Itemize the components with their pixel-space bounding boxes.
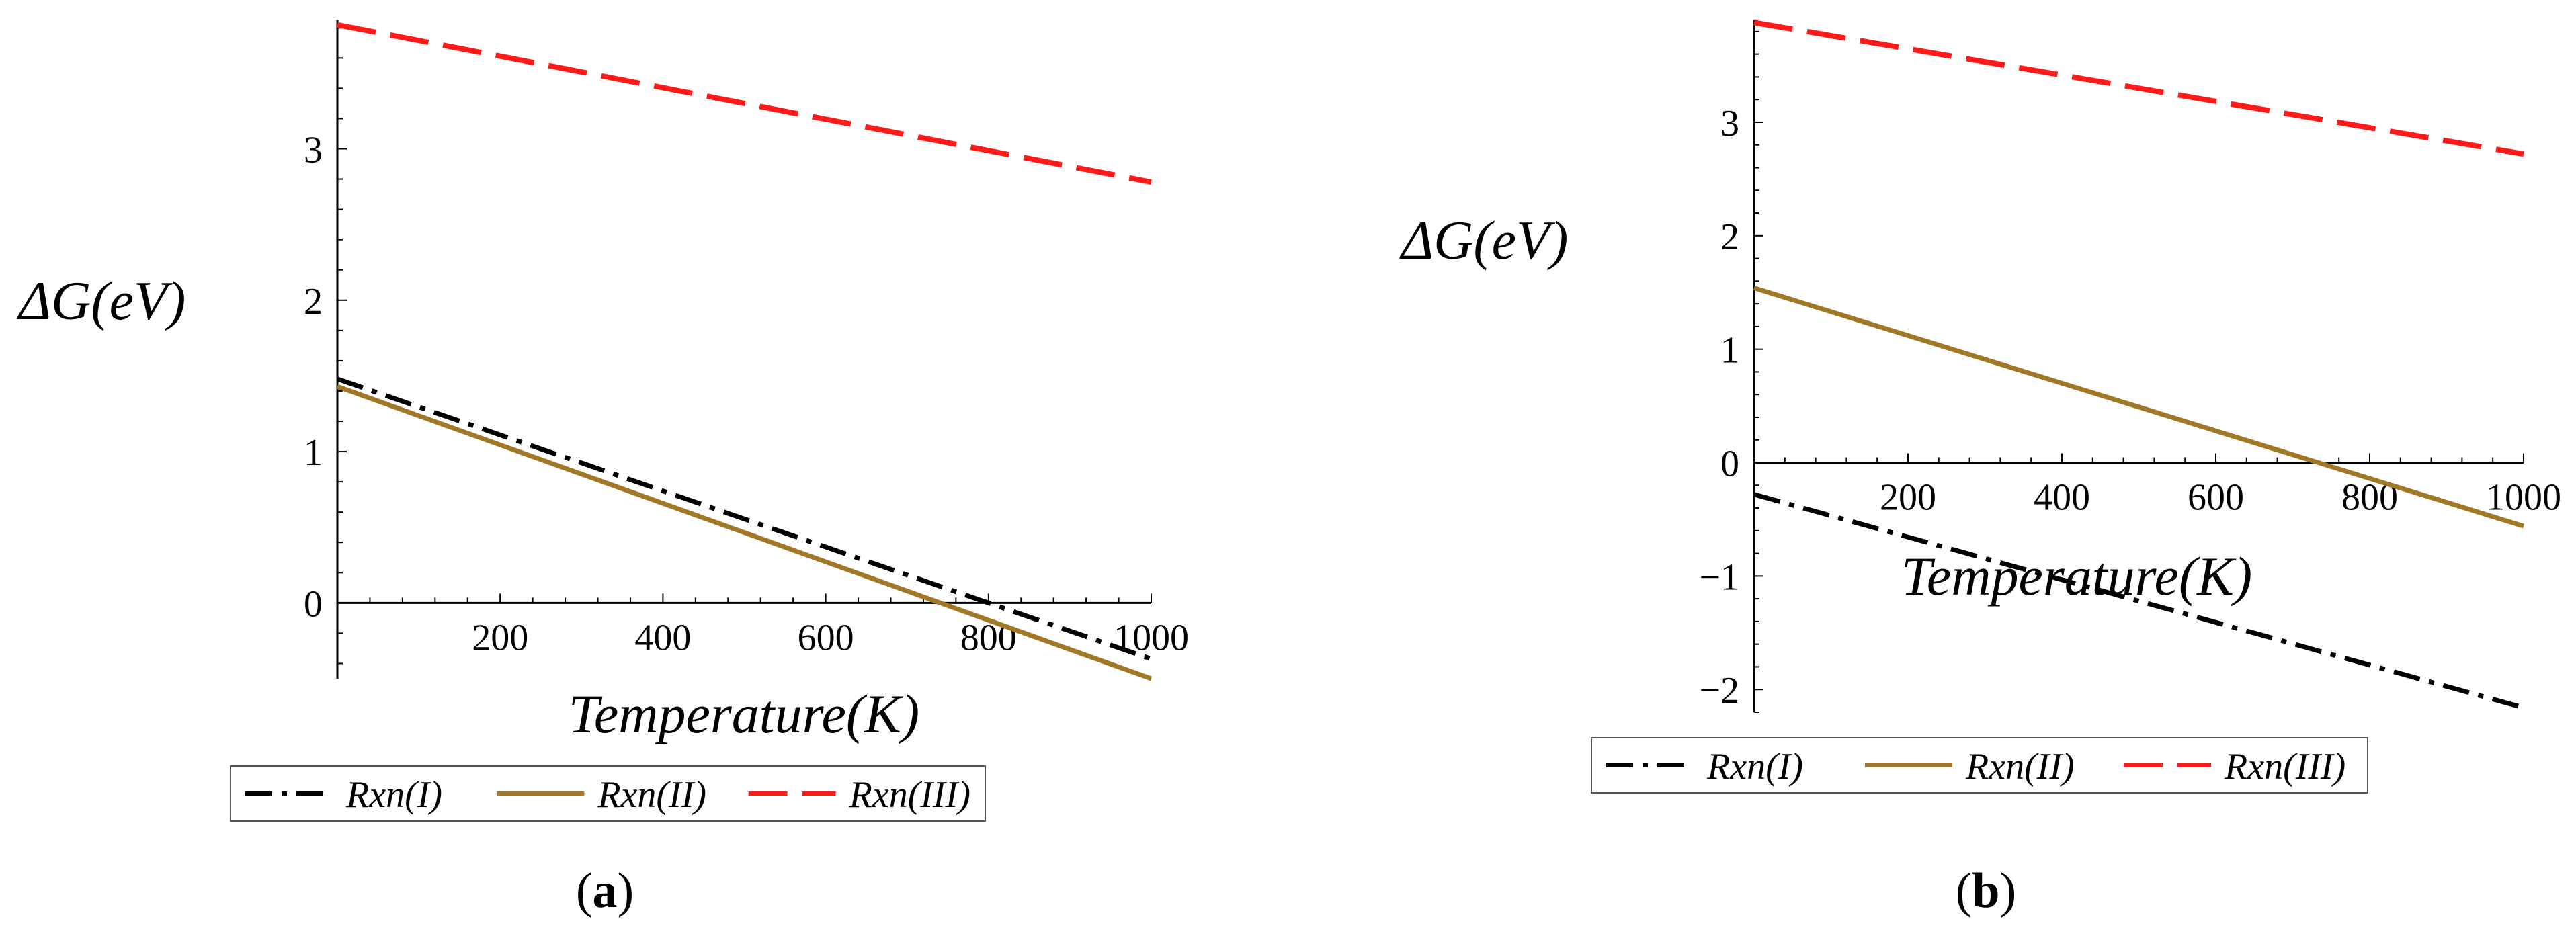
y-tick-label: 2 <box>304 281 323 323</box>
panel-caption: (b) <box>1956 863 2016 918</box>
x-tick-label: 200 <box>1880 477 1936 519</box>
series-line-rxn-iii <box>1753 19 2524 157</box>
y-tick-label: 0 <box>1720 443 1739 485</box>
chart-panel-a: 0 1 2 3 200 400 600 800 1000 ΔG(eV) Temperature(K)… <box>17 20 1189 918</box>
x-tick-label: 1000 <box>2486 477 2561 519</box>
x-tick-label: 800 <box>960 617 1017 658</box>
x-tick-label: 600 <box>798 617 854 658</box>
y-axis-title: ΔG(eV) <box>17 270 185 331</box>
x-tick-label: 400 <box>2034 477 2090 519</box>
series-line-rxn-i <box>1753 492 2524 710</box>
x-tick-label: 600 <box>2188 477 2244 519</box>
caption-close-paren: ) <box>618 863 634 918</box>
y-tick-label: 3 <box>304 129 323 171</box>
y-tick-label: −1 <box>1699 556 1739 598</box>
legend: Rxn(I) Rxn(II) Rxn(III) <box>1591 737 2368 794</box>
y-axis-title: ΔG(eV) <box>1399 210 1568 271</box>
x-axis-title: Temperature(K) <box>1901 546 2252 607</box>
legend-box <box>230 765 986 822</box>
caption-open-paren: ( <box>1956 863 1972 918</box>
legend-label-rxn-i: Rxn(I) <box>345 774 442 816</box>
x-tick-label: 1000 <box>1114 617 1189 658</box>
legend-label-rxn-ii: Rxn(II) <box>597 774 706 816</box>
legend-box <box>1591 737 2368 794</box>
panel-caption: (a) <box>576 863 634 918</box>
y-tick-label: 1 <box>1720 330 1739 372</box>
y-tick-label: 2 <box>1720 216 1739 258</box>
y-tick-label: −2 <box>1699 670 1739 712</box>
legend: Rxn(I) Rxn(II) Rxn(III) <box>230 765 986 822</box>
x-tick-label: 400 <box>634 617 691 658</box>
caption-letter: b <box>1972 863 1999 918</box>
series-line-rxn-i <box>336 376 1153 662</box>
x-axis-title: Temperature(K) <box>569 683 919 744</box>
caption-letter: a <box>593 863 618 918</box>
series-line-rxn-ii <box>1753 286 2525 529</box>
x-tick-label: 200 <box>472 617 528 658</box>
caption-open-paren: ( <box>576 863 593 918</box>
caption-close-paren: ) <box>2000 863 2017 918</box>
legend-label-rxn-ii: Rxn(II) <box>1965 746 2075 787</box>
legend-label-rxn-iii: Rxn(III) <box>2224 746 2345 787</box>
legend-label-rxn-i: Rxn(I) <box>1706 746 1803 787</box>
legend-label-rxn-iii: Rxn(III) <box>849 774 970 816</box>
y-tick-label: 1 <box>304 432 323 474</box>
series-line-rxn-iii <box>337 22 1152 185</box>
y-tick-label: 0 <box>304 583 323 625</box>
y-tick-label: 3 <box>1720 103 1739 144</box>
series-line-rxn-ii <box>336 384 1153 681</box>
